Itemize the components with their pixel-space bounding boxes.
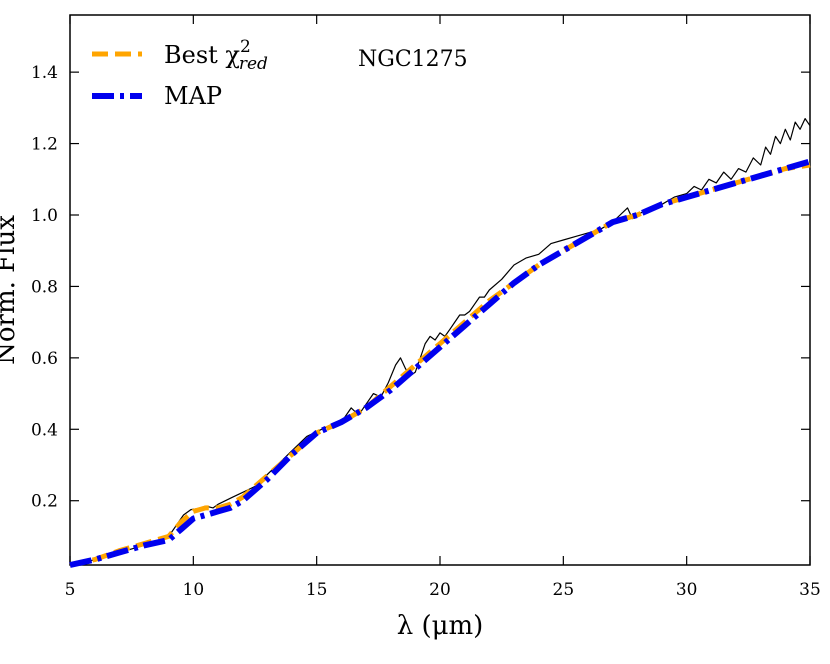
legend-label-best: Best χ2 red bbox=[164, 37, 268, 74]
series-line-2 bbox=[69, 158, 811, 568]
y-tick-label-1.2: 1.2 bbox=[31, 135, 58, 155]
x-tick-label-20: 20 bbox=[429, 580, 451, 600]
y-axis-title: Norm. Flux bbox=[0, 215, 21, 365]
x-tick-label-35: 35 bbox=[799, 580, 821, 600]
legend-label-best-sub: red bbox=[239, 54, 268, 74]
x-tick-label-15: 15 bbox=[306, 580, 328, 600]
legend-label-best-main: Best χ bbox=[164, 41, 240, 69]
x-tick-label-25: 25 bbox=[553, 580, 575, 600]
x-axis-title: λ (μm) bbox=[397, 611, 484, 641]
y-tick-label-0.8: 0.8 bbox=[31, 277, 58, 297]
y-tick-label-1.4: 1.4 bbox=[31, 63, 58, 83]
y-tick-label-0.6: 0.6 bbox=[31, 349, 58, 369]
ticks: 5 10 15 20 25 30 35 0.2 0.4 0.6 0.8 1.0 1.2 1.4 bbox=[31, 15, 821, 600]
x-tick-label-30: 30 bbox=[676, 580, 698, 600]
y-tick-label-0.2: 0.2 bbox=[31, 492, 58, 512]
legend-label-map: MAP bbox=[164, 82, 222, 110]
legend-label-best-sup: 2 bbox=[240, 37, 251, 57]
y-tick-label-0.4: 0.4 bbox=[31, 420, 58, 440]
legend: Best χ2 red MAP bbox=[92, 37, 268, 110]
annotation-ngc1275: NGC1275 bbox=[358, 47, 468, 72]
x-tick-label-5: 5 bbox=[65, 580, 76, 600]
series-layer bbox=[69, 118, 811, 568]
y-tick-label-1: 1.0 bbox=[31, 206, 58, 226]
x-tick-label-10: 10 bbox=[183, 580, 205, 600]
series-line-1 bbox=[69, 162, 811, 568]
series-line-0 bbox=[69, 118, 811, 566]
